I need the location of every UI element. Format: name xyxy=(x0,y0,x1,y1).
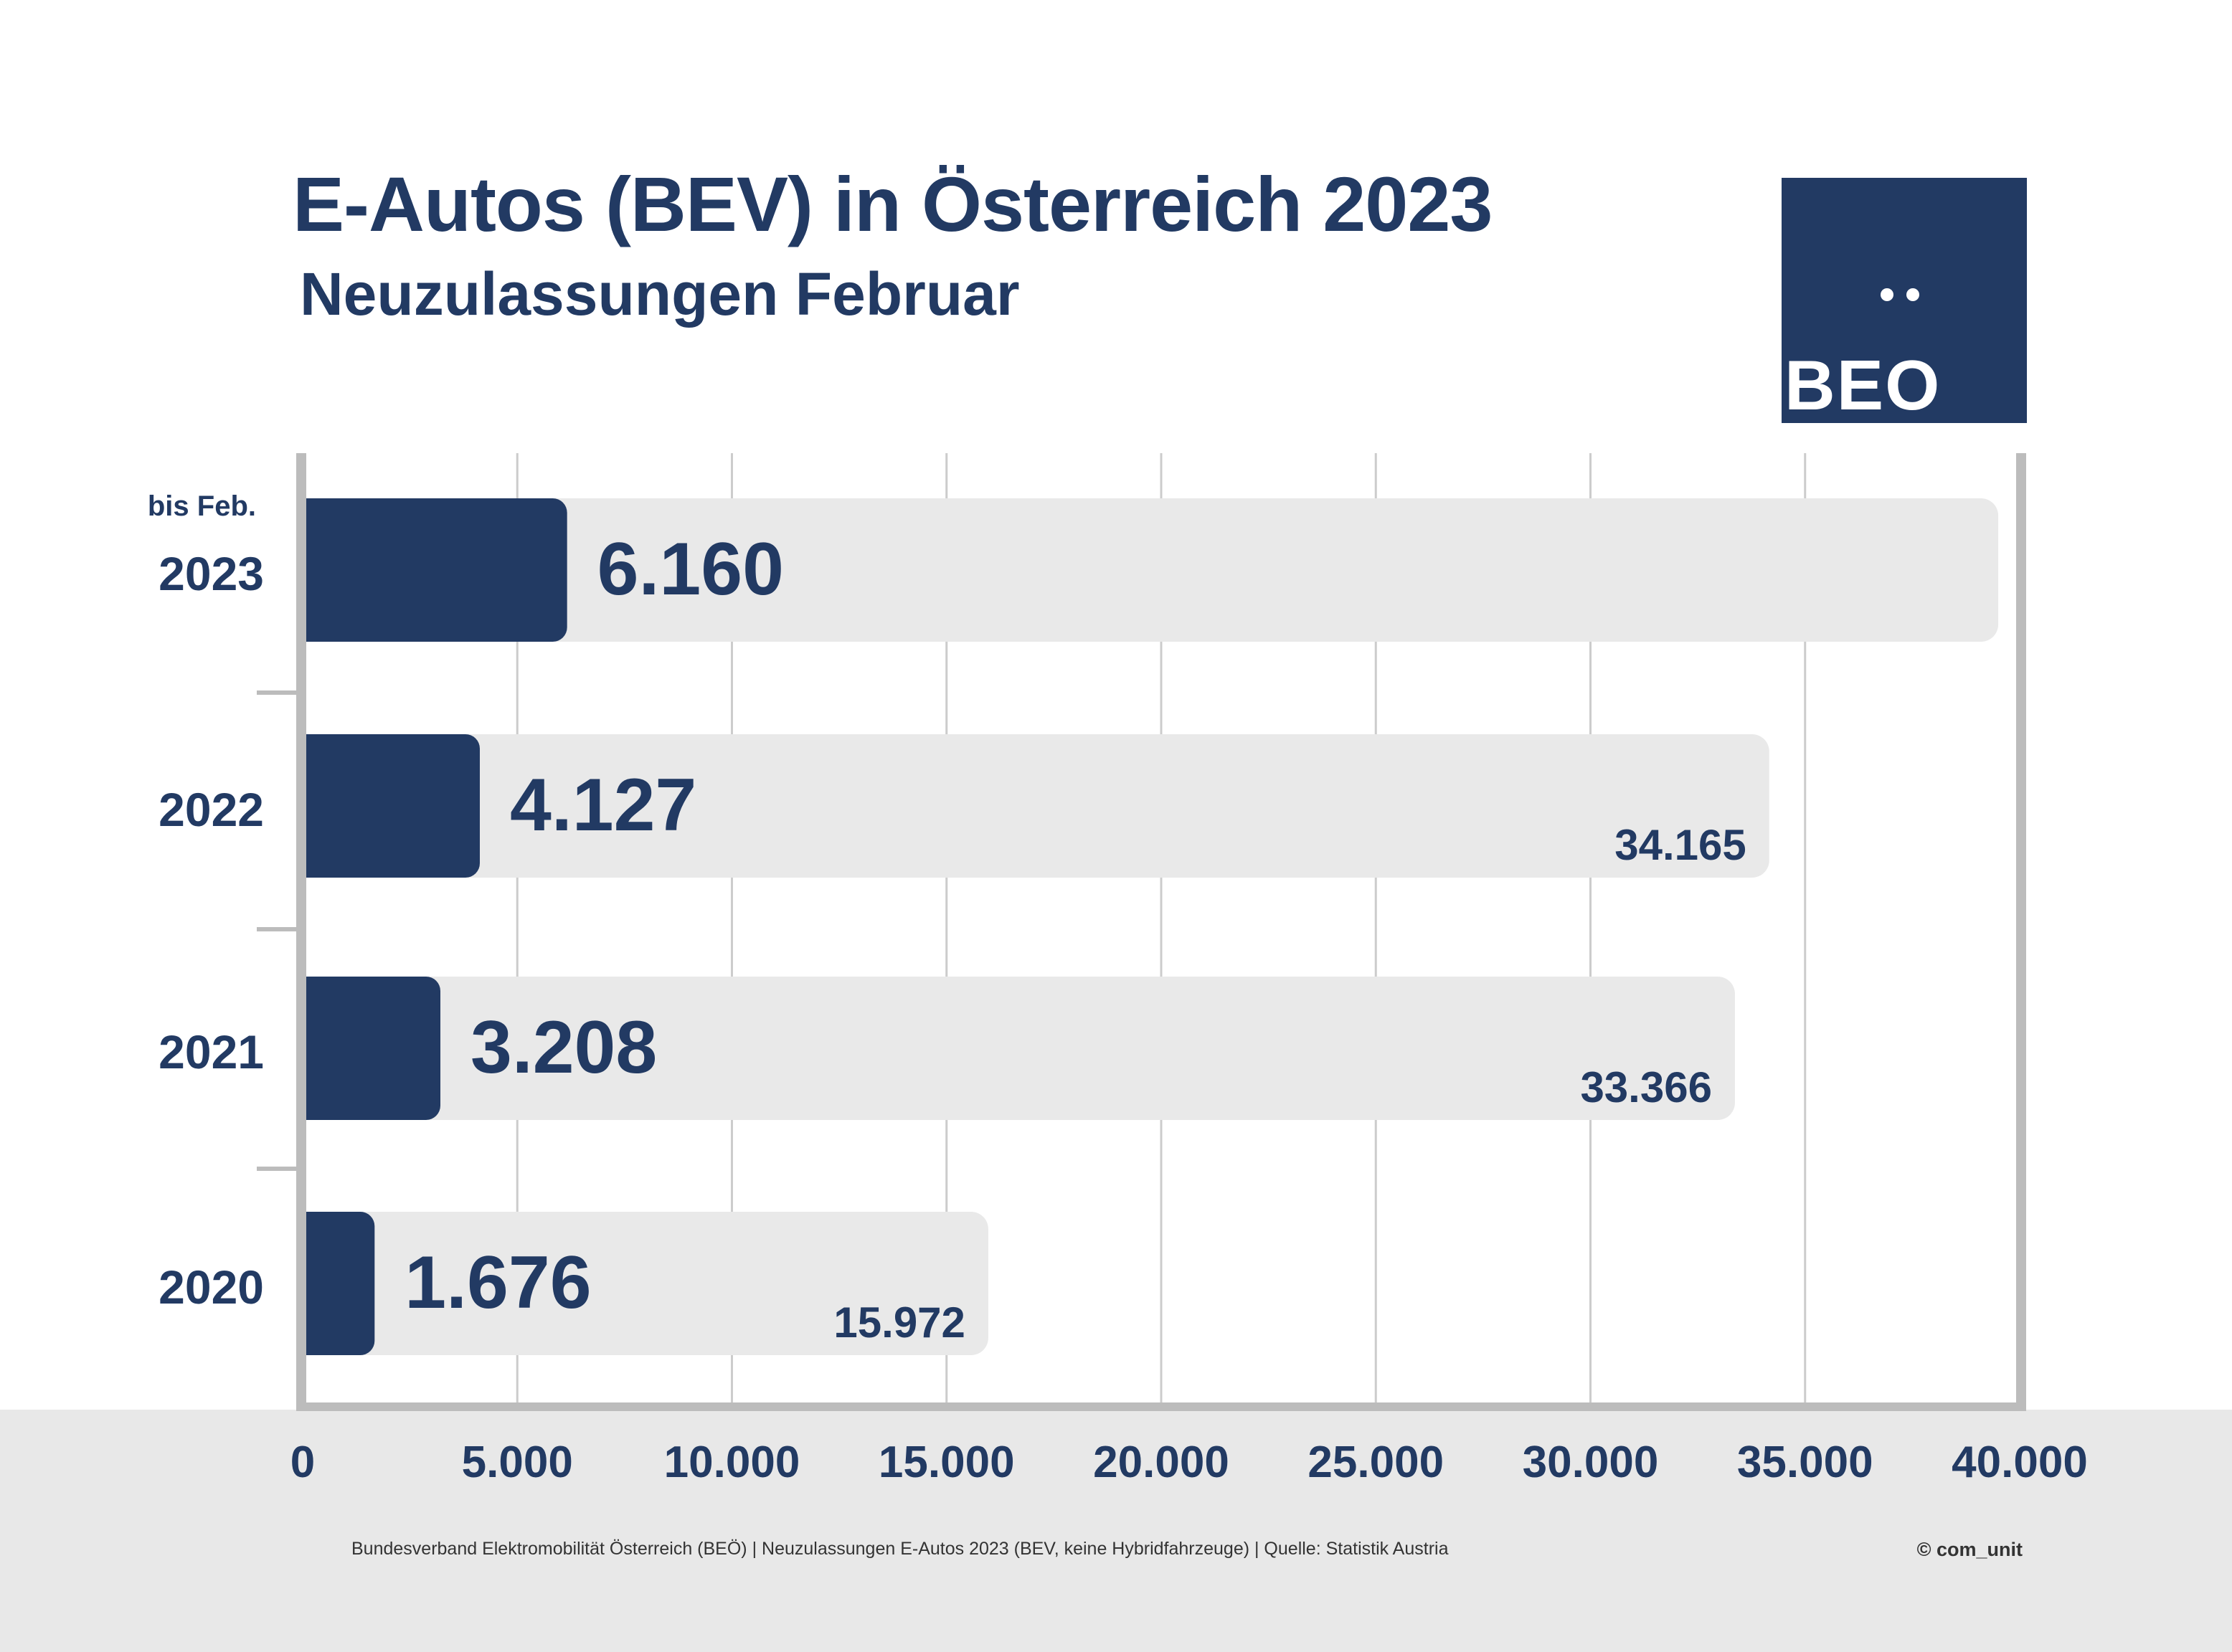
logo-umlaut-dot xyxy=(1906,288,1919,301)
beo-logo: BEO xyxy=(1782,178,2027,423)
x-tick-label: 25.000 xyxy=(1307,1438,1444,1487)
category-label: 2020 xyxy=(159,1261,264,1314)
total-bar xyxy=(303,734,1769,878)
total-bar xyxy=(303,977,1735,1120)
chart-subtitle: Neuzulassungen Februar xyxy=(300,260,1020,328)
february-value-label: 3.208 xyxy=(470,1006,657,1089)
x-tick-label: 10.000 xyxy=(664,1438,800,1487)
chart-title: E-Autos (BEV) in Österreich 2023 xyxy=(293,161,1493,247)
footer-band xyxy=(0,1410,2232,1652)
x-tick-label: 5.000 xyxy=(462,1438,573,1487)
february-value-label: 4.127 xyxy=(510,764,696,847)
february-bar xyxy=(303,498,567,642)
category-note: bis Feb. xyxy=(148,490,256,522)
total-value-label: 15.972 xyxy=(833,1299,965,1347)
category-label: 2021 xyxy=(159,1025,264,1078)
february-bar xyxy=(303,977,440,1120)
february-value-label: 1.676 xyxy=(405,1241,591,1324)
x-tick-label: 15.000 xyxy=(879,1438,1015,1487)
x-tick-label: 0 xyxy=(290,1438,315,1487)
february-bar xyxy=(303,1212,375,1355)
footer-source: Bundesverband Elektromobilität Österreic… xyxy=(351,1539,1449,1559)
category-label: 2022 xyxy=(159,783,264,836)
february-bar xyxy=(303,734,481,878)
x-tick-label: 40.000 xyxy=(1952,1438,2088,1487)
category-label: 2023 xyxy=(159,547,264,600)
logo-text: BEO xyxy=(1784,346,1942,424)
logo-umlaut-dot xyxy=(1881,288,1893,301)
total-bar xyxy=(303,1212,988,1355)
total-value-label: 33.366 xyxy=(1580,1063,1712,1111)
x-tick-label: 35.000 xyxy=(1737,1438,1873,1487)
x-tick-label: 30.000 xyxy=(1523,1438,1659,1487)
x-tick-label: 20.000 xyxy=(1093,1438,1229,1487)
february-value-label: 6.160 xyxy=(597,528,784,611)
total-value-label: 34.165 xyxy=(1614,821,1746,869)
total-bar xyxy=(303,498,1999,642)
footer-copyright: © com_unit xyxy=(1916,1539,2023,1560)
